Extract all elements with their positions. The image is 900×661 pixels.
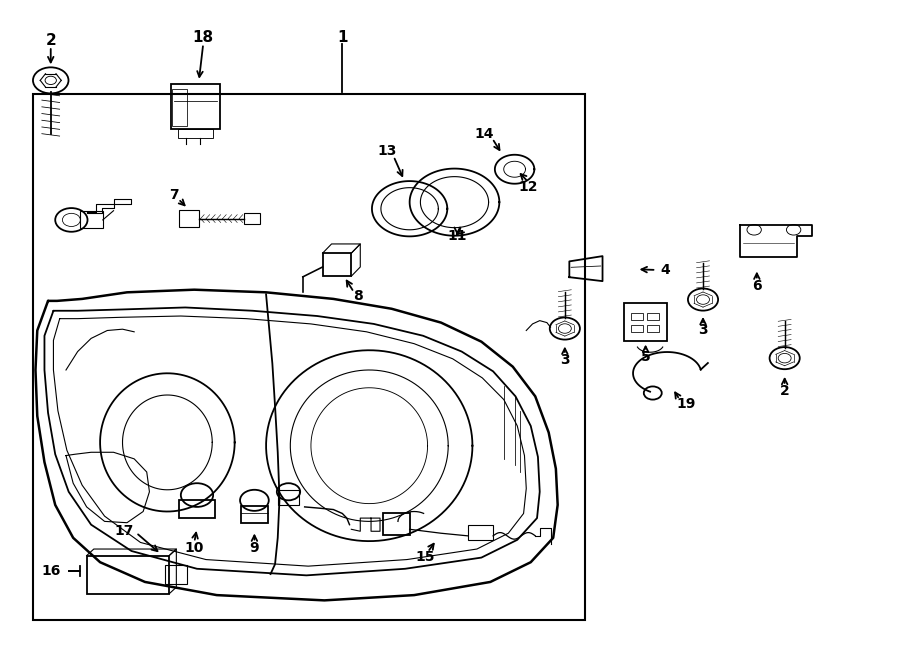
Text: 14: 14	[474, 128, 494, 141]
Bar	[241, 506, 268, 523]
Bar	[322, 253, 351, 276]
Text: 19: 19	[676, 397, 696, 411]
Text: 5: 5	[641, 350, 651, 364]
Text: 17: 17	[114, 524, 134, 538]
Text: 6: 6	[752, 279, 761, 293]
Bar	[170, 85, 220, 129]
Text: 1: 1	[338, 30, 347, 45]
Bar	[165, 565, 187, 584]
Text: 10: 10	[184, 541, 204, 555]
Bar	[631, 313, 643, 320]
Text: 9: 9	[249, 541, 259, 555]
Text: 12: 12	[518, 180, 538, 194]
Bar	[177, 129, 212, 138]
Text: 15: 15	[415, 550, 435, 564]
Text: 7: 7	[169, 188, 178, 202]
Bar	[647, 325, 659, 332]
Bar	[179, 210, 199, 227]
Bar	[624, 303, 667, 341]
Bar	[647, 313, 659, 320]
Bar	[179, 500, 215, 518]
Text: 4: 4	[661, 263, 670, 277]
Text: 18: 18	[193, 30, 214, 45]
Bar	[468, 525, 493, 540]
Text: 11: 11	[447, 229, 467, 243]
Text: 3: 3	[560, 353, 570, 367]
Text: 2: 2	[45, 34, 56, 48]
Bar	[32, 94, 585, 620]
Bar	[278, 490, 300, 505]
Bar	[244, 214, 260, 224]
Bar	[80, 212, 103, 229]
Text: 13: 13	[377, 145, 397, 159]
Bar	[86, 556, 169, 594]
Text: 2: 2	[779, 384, 789, 398]
Bar	[172, 89, 187, 126]
Bar	[631, 325, 643, 332]
Text: 3: 3	[698, 323, 707, 338]
Bar	[382, 514, 410, 535]
Text: 16: 16	[41, 564, 60, 578]
Text: 8: 8	[354, 290, 364, 303]
